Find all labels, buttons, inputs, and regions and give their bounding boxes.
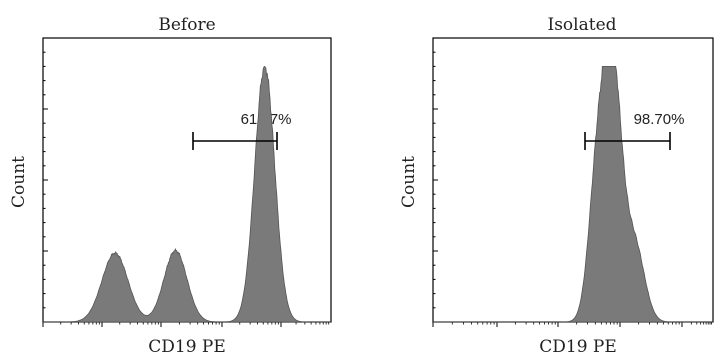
histogram-marks bbox=[433, 66, 713, 323]
gate-label: 98.70% bbox=[634, 111, 685, 128]
plot-axes bbox=[42, 37, 332, 327]
y-axis-label: Count bbox=[399, 156, 419, 208]
x-axis-label: CD19 PE bbox=[539, 337, 617, 352]
x-axis-label: CD19 PE bbox=[148, 337, 226, 352]
histogram-panel-isolated: Isolated CD19 PE Count 98.70% bbox=[399, 15, 714, 352]
y-axis-label: Count bbox=[9, 156, 29, 208]
histogram-area bbox=[433, 66, 713, 323]
plot-frame bbox=[432, 37, 714, 323]
plot-axes bbox=[432, 37, 714, 327]
chart-title: Isolated bbox=[547, 15, 616, 35]
chart-title: Before bbox=[158, 15, 215, 35]
histogram-area bbox=[43, 65, 331, 323]
histogram-marks bbox=[43, 65, 331, 323]
histogram-panel-before: Before CD19 PE Count 61.57% bbox=[9, 15, 332, 352]
